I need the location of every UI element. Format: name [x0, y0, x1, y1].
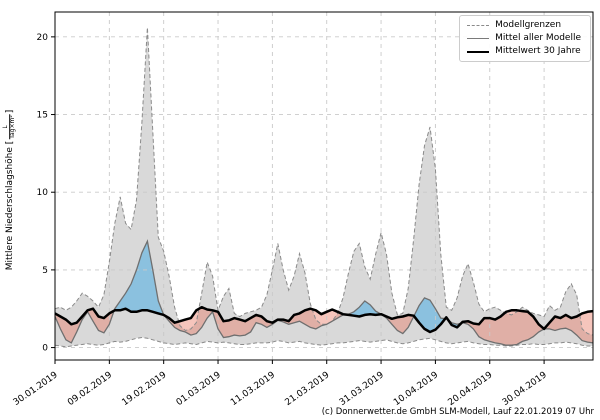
y-axis-unit-fraction: L Tag×m² — [2, 114, 17, 140]
legend-label: Mittelwert 30 Jahre — [495, 46, 581, 56]
legend-item-model-mean: Mittel aller Modelle — [467, 34, 581, 43]
axes-frame — [54, 11, 594, 361]
y-tick-label: 5 — [42, 266, 48, 276]
tick-marks — [51, 36, 545, 364]
below-normal-fill — [461, 310, 545, 346]
y-tick-label: 15 — [37, 111, 48, 121]
above-normal-fill — [413, 297, 446, 332]
x-tick-label: 21.03.2019 — [283, 370, 331, 408]
dashed-line-icon — [467, 25, 490, 26]
x-tick-label: 30.04.2019 — [501, 370, 549, 408]
y-tick-label: 20 — [37, 33, 49, 43]
model-mean-line — [54, 239, 594, 346]
tick-labels: 0 5 10 15 20 30.01.2019 09.02.2019 19.02.2019 01… — [12, 33, 549, 408]
y-tick-label: 0 — [42, 344, 48, 354]
y-axis-label-text: Mittlere Niederschlagshöhe [ — [5, 140, 15, 271]
legend-label: Mittel aller Modelle — [495, 33, 581, 43]
below-normal-fill — [544, 311, 593, 343]
above-normal-fill — [345, 301, 382, 317]
above-normal-fill — [114, 241, 164, 315]
gray-line-icon — [467, 38, 490, 39]
legend: Modellgrenzen Mittel aller Modelle Mitte… — [459, 15, 591, 62]
copyright-footer: (c) Donnerwetter.de GmbH SLM-Modell, Lau… — [321, 407, 594, 417]
x-tick-label: 10.04.2019 — [392, 370, 440, 408]
legend-label: Modellgrenzen — [495, 20, 562, 30]
x-tick-label: 19.02.2019 — [120, 370, 168, 408]
climate-mean-line — [54, 305, 594, 334]
x-tick-label: 30.01.2019 — [12, 370, 60, 408]
y-axis-label: Mittlere Niederschlagshöhe [L Tag×m²] — [2, 109, 17, 271]
x-tick-label: 11.03.2019 — [229, 370, 277, 408]
x-tick-label: 20.04.2019 — [447, 370, 495, 408]
x-tick-label: 01.03.2019 — [175, 370, 223, 408]
x-tick-label: 09.02.2019 — [66, 370, 114, 408]
legend-item-30yr-mean: Mittelwert 30 Jahre — [467, 47, 581, 56]
x-tick-label: 31.03.2019 — [338, 370, 386, 408]
black-line-icon — [467, 50, 490, 53]
y-tick-label: 10 — [37, 188, 49, 198]
legend-item-model-bounds: Modellgrenzen — [467, 21, 581, 30]
model-bound-lines — [54, 27, 594, 348]
